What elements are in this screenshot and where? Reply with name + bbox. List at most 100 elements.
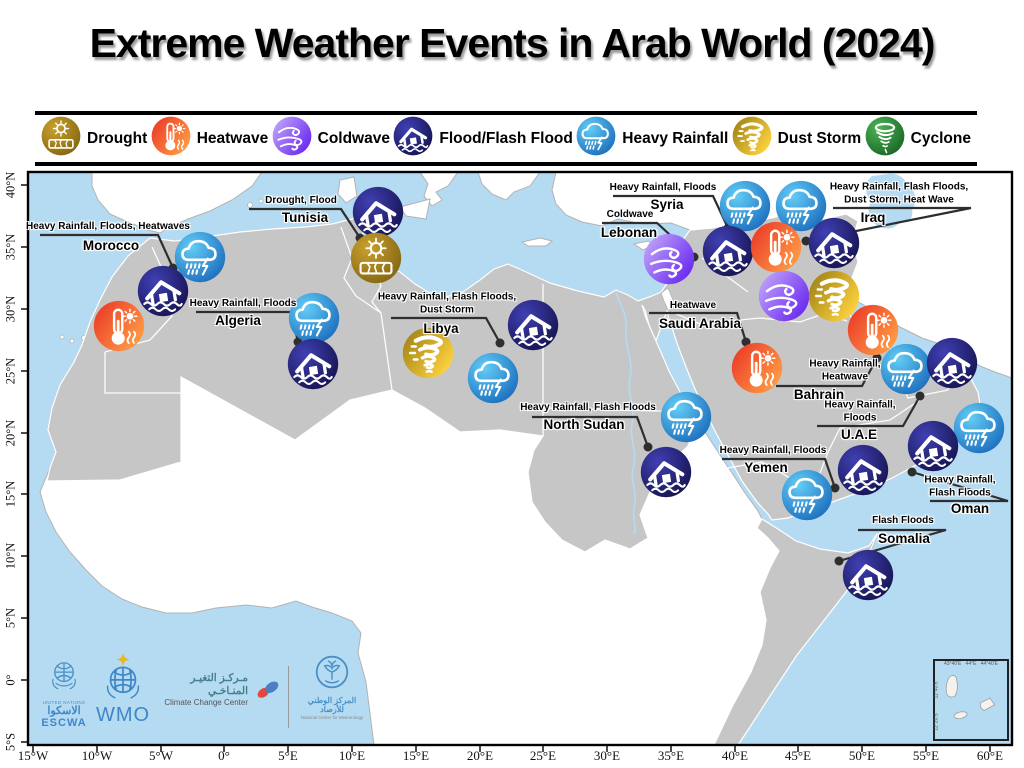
inset-lat-label-2: 12°20'S [933,713,940,731]
lon-tick-label: 0° [218,748,230,763]
lat-tick-label: 25°N [3,357,18,385]
lat-tick-label: 10°N [3,542,18,570]
comoros-inset-map: 43°40'E 44°E 44°40'E 11°40'S 12°20'S [933,659,1009,741]
marker-drought-icon [350,232,402,284]
footer-divider [288,666,289,728]
annotation-country: Lebonan [600,225,658,240]
marker-duststorm-icon [808,270,860,322]
inset-lon-labels: 43°40'E 44°E 44°40'E [943,661,999,667]
legend-label: Coldwave [317,129,390,147]
marker-flood-icon [507,299,559,351]
island-crete [520,237,554,247]
annotation-events: Coldwave [606,208,654,220]
lon-tick-label: 25°E [529,748,557,763]
wmo-logo: WMO [94,651,152,727]
lon-tick-label: 5°E [278,748,298,763]
legend-label: Flood/Flash Flood [439,129,573,147]
cyclone-icon [865,116,905,161]
marker-flood-icon [137,265,189,317]
legend-label: Heavy Rainfall [622,129,729,147]
lon-tick-label: 5°W [149,748,173,763]
ccc-name: Climate Change Center [164,698,248,707]
marker-heavyrain-icon [781,469,833,521]
marker-flood-icon [808,217,860,269]
flood-icon [393,116,433,161]
legend-label: Dust Storm [777,129,862,147]
legend-item-duststorm: Dust Storm [732,116,862,161]
land-italy [419,172,459,207]
marker-heavyrain-icon [660,391,712,443]
legend-bar: Drought Heatwave Coldwave Flood/Flash Flood… [35,111,977,166]
escwa-arabic: الاسكوا [47,705,81,717]
comoros-islands [945,675,996,719]
annotation-country: Oman [950,501,990,516]
lon-tick-label: 55°E [912,748,940,763]
annotation-events: Heavy Rainfall, Floods [189,297,297,309]
annotation-events: Heavy Rainfall, Heatwave [809,358,881,383]
island-sardinia [337,176,358,204]
marker-flood-icon [640,446,692,498]
ccc-leaf-icon [257,681,279,698]
marker-flood-icon [837,444,889,496]
lat-tick-label: 0° [3,674,18,686]
marker-heavyrain-icon [775,180,827,232]
annotation-events: Heavy Rainfall, Floods, Heatwaves [26,220,190,232]
annotation-country: Syria [650,197,684,212]
coldwave-icon [272,116,312,161]
lon-tick-label: 30°E [593,748,621,763]
annotation-events: Heavy Rainfall, Flash Floods [520,401,656,413]
marker-flood-icon [352,186,404,238]
marker-flood-icon [926,337,978,389]
escwa-logo: UNITED NATIONS الاسكوا ESCWA [36,657,92,729]
marker-coldwave-icon [643,233,695,285]
marker-heatwave-icon [750,221,802,273]
marker-heatwave-icon [731,342,783,394]
lon-tick-label: 15°E [402,748,430,763]
lon-tick-label: 60°E [976,748,1004,763]
nile-river [615,291,636,535]
annotation-country: Algeria [215,313,261,328]
legend-item-drought: Drought [41,116,147,161]
annotation-events: Heavy Rainfall, Floods [609,181,717,193]
marker-heavyrain-icon [880,343,932,395]
annotation-events: Heavy Rainfall, Flash Floods [924,474,996,499]
annotation-country: Saudi Arabia [658,316,742,331]
annotation-country: Yemen [744,460,788,475]
page-title: Extreme Weather Events in Arab World (20… [89,20,936,66]
annotation-events: Drought, Flood [265,194,337,206]
ncm-name: National Center for Meteorology [300,715,364,720]
annotation-country: Libya [423,321,459,336]
annotation-country: Morocco [82,238,140,253]
map-frame [26,170,1014,747]
annotation-country: Somalia [878,531,930,546]
inset-lat-label: 11°40'S [933,681,940,699]
drought-icon [41,116,81,161]
marker-heatwave-icon [93,300,145,352]
arab-region-somalia [713,518,878,745]
annotation-events: Heavy Rainfall, Flash Floods, Dust Storm [377,291,517,316]
legend-item-heavyrain: Heavy Rainfall [576,116,728,161]
lon-tick-label: 35°E [657,748,685,763]
lat-tick-label: 5°N [3,607,18,629]
marker-flood-icon [287,338,339,390]
lat-tick-label: 15°N [3,480,18,508]
united-nations-icon [52,662,76,690]
duststorm-icon [732,116,772,161]
legend-item-heatwave: Heatwave [151,116,268,161]
legend-label: Drought [87,129,148,147]
un-caption: UNITED NATIONS [42,700,86,705]
heavyrain-icon [576,116,616,161]
climate-change-center-logo: مـركـز التغيـر المنـاخـي Climate Change … [156,672,282,707]
marker-duststorm-icon [402,327,454,379]
lon-tick-label: 50°E [848,748,876,763]
annotation-country: U.A.E [840,427,878,442]
lon-tick-label: 20°E [466,748,494,763]
annotation-events: Heavy Rainfall, Flash Floods, Dust Storm… [829,181,969,206]
annotation-country: Bahrain [793,387,845,402]
lon-tick-label: 10°W [81,748,113,763]
lon-tick-label: 40°E [721,748,749,763]
legend-item-cyclone: Cyclone [865,116,971,161]
lat-tick-label: 35°N [3,233,18,261]
lon-tick-label: 45°E [784,748,812,763]
